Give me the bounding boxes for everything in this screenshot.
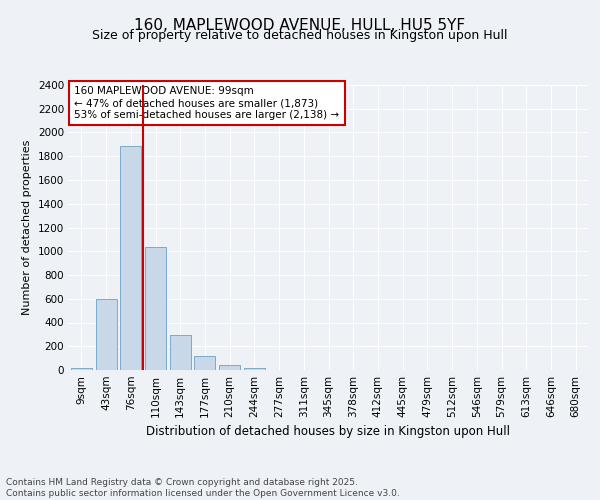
Text: Size of property relative to detached houses in Kingston upon Hull: Size of property relative to detached ho… — [92, 29, 508, 42]
Bar — [194, 356, 215, 370]
X-axis label: Distribution of detached houses by size in Kingston upon Hull: Distribution of detached houses by size … — [146, 426, 511, 438]
Y-axis label: Number of detached properties: Number of detached properties — [22, 140, 32, 315]
Bar — [244, 368, 265, 370]
Bar — [219, 365, 240, 370]
Bar — [95, 298, 116, 370]
Text: 160 MAPLEWOOD AVENUE: 99sqm
← 47% of detached houses are smaller (1,873)
53% of : 160 MAPLEWOOD AVENUE: 99sqm ← 47% of det… — [74, 86, 340, 120]
Bar — [145, 246, 166, 370]
Text: 160, MAPLEWOOD AVENUE, HULL, HU5 5YF: 160, MAPLEWOOD AVENUE, HULL, HU5 5YF — [134, 18, 466, 32]
Bar — [120, 146, 141, 370]
Text: Contains HM Land Registry data © Crown copyright and database right 2025.
Contai: Contains HM Land Registry data © Crown c… — [6, 478, 400, 498]
Bar — [71, 368, 92, 370]
Bar — [170, 335, 191, 370]
